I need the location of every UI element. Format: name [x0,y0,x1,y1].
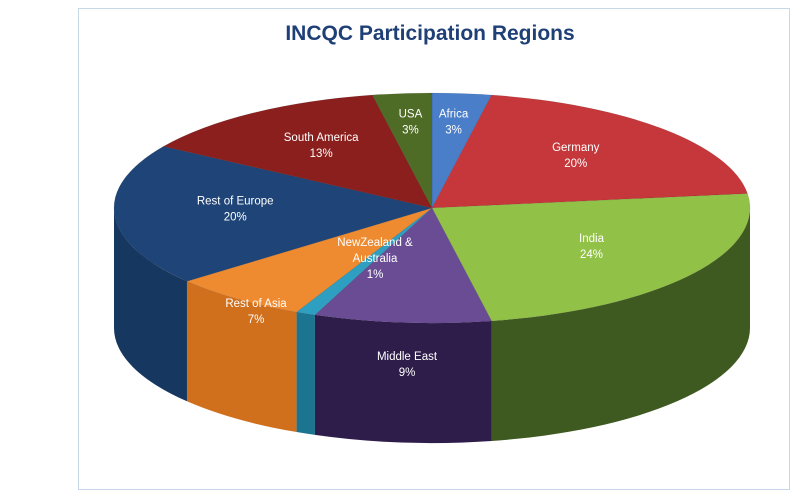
slice-rest-of-asia [186,207,433,313]
slice-rest-of-europe [113,146,434,282]
slice-label-rest-of-europe: Rest of Europe [197,195,274,207]
slice-newzealand-australia [295,207,433,316]
slice-side-newzealand-australia [296,312,315,435]
slice-label-newzealand-australia: NewZealand & [337,237,413,249]
value-label-india: 24% [580,249,603,261]
slice-label-africa: Africa [439,109,469,121]
slice-label-rest-of-asia: Rest of Asia [225,298,287,310]
chart-title: INCQC Participation Regions [285,22,575,45]
slice-side-rest-of-europe [114,208,187,402]
value-label-south-america: 13% [310,148,333,160]
value-label-germany: 20% [564,158,587,170]
slice-label-germany: Germany [552,142,600,154]
value-label-rest-of-europe: 20% [224,211,247,223]
slice-germany [431,94,748,209]
slice-india [431,193,751,322]
slice-middle-east [314,207,493,324]
slice-label-india: India [579,233,605,245]
slice-label-usa: USA [399,109,423,121]
slice-usa [371,92,433,209]
slice-africa [431,92,493,209]
value-label-africa: 3% [445,125,462,137]
slice-side-india [491,208,750,441]
value-label-rest-of-asia: 7% [248,314,265,326]
value-label-middle-east: 9% [399,367,416,379]
slice-label-newzealand-australia: Australia [353,253,398,265]
slice-side-rest-of-asia [186,281,297,433]
slice-label-middle-east: Middle East [377,351,438,363]
slice-side-middle-east [314,314,492,443]
slice-label-south-america: South America [284,132,359,144]
value-label-newzealand-australia: 1% [367,269,384,281]
value-label-usa: 3% [402,125,419,137]
slice-south-america [162,94,433,209]
